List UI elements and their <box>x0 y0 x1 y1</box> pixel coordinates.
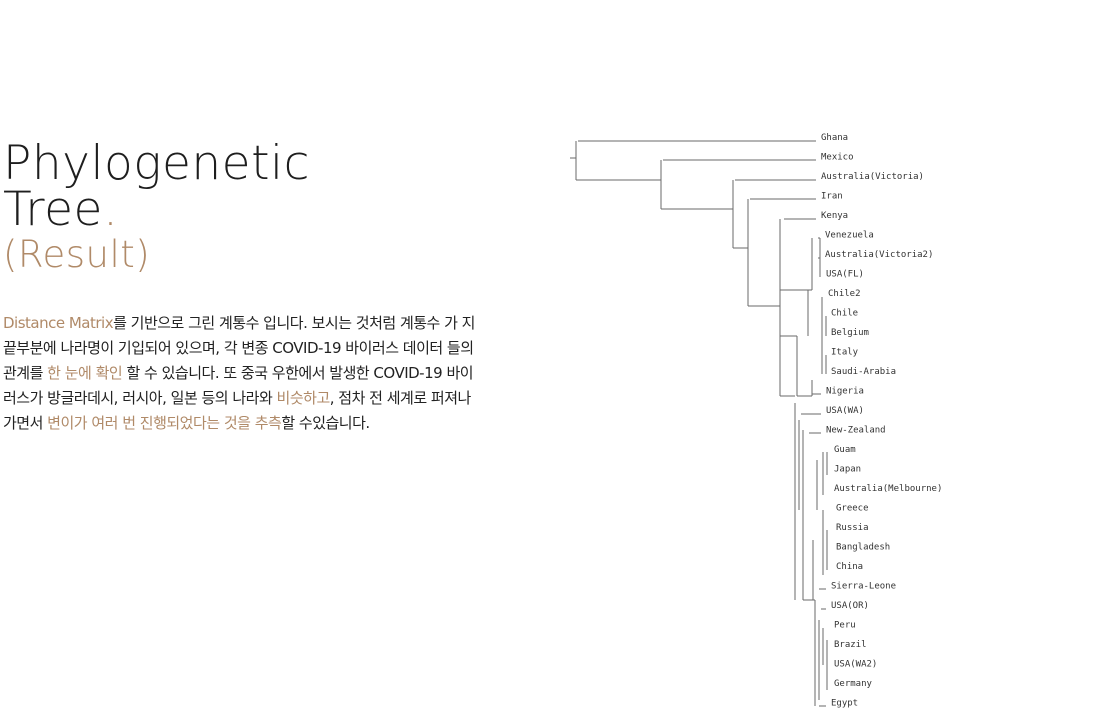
description-highlight: 변이가 여러 번 진행되었다는 것을 추측 <box>47 414 282 432</box>
leaf-label: Germany <box>834 679 873 689</box>
leaf-label: Ghana <box>821 133 848 143</box>
leaf-label: USA(WA2) <box>834 660 877 670</box>
title-line-1: Phylogenetic <box>3 136 310 191</box>
leaf-label: Italy <box>831 348 859 358</box>
title-line-2: Tree. <box>3 186 310 233</box>
title-word-tree: Tree <box>3 182 103 237</box>
leaf-label: Peru <box>834 621 856 631</box>
leaf-label: Nigeria <box>826 387 864 397</box>
leaf-label: Australia(Melbourne) <box>834 484 942 494</box>
leaf-label: Egypt <box>831 699 858 709</box>
leaf-label: New-Zealand <box>826 426 886 436</box>
leaf-label: Saudi-Arabia <box>831 367 896 377</box>
leaf-label: Australia(Victoria2) <box>825 250 933 260</box>
leaf-label: Kenya <box>821 211 848 221</box>
leaf-label: Bangladesh <box>836 543 890 553</box>
leaf-label: Guam <box>834 445 856 455</box>
leaf-label: Belgium <box>831 328 869 338</box>
description-text: 할 수있습니다. <box>281 414 370 432</box>
description-highlight: 비슷하고 <box>276 389 331 407</box>
description-paragraph: Distance Matrix를 기반으로 그린 계통수 입니다. 보시는 것처… <box>3 311 481 436</box>
leaf-label: China <box>836 562 863 572</box>
leaf-label: USA(FL) <box>826 270 864 280</box>
leaf-label: Iran <box>821 192 843 202</box>
leaf-label: Brazil <box>834 640 867 650</box>
leaf-label: USA(OR) <box>831 601 869 611</box>
title-subtitle: (Result) <box>3 233 151 276</box>
leaf-label: Chile2 <box>828 289 861 299</box>
leaf-label: Greece <box>836 504 869 514</box>
description-highlight: 한 눈에 확인 <box>47 364 123 382</box>
title-dot: . <box>102 182 119 237</box>
description-text: 를 기반으로 그린 계통수 입니다. 보시는 것처럼 계통수 가 지 끝부분에 … <box>3 314 475 382</box>
leaf-label: Chile <box>831 309 858 319</box>
leaf-label: Venezuela <box>825 231 874 241</box>
leaf-label: Russia <box>836 523 869 533</box>
description-text: , 점차 전 세계로 퍼져나 가면서 <box>3 389 471 432</box>
leaf-label: Mexico <box>821 153 854 163</box>
slide-title: Phylogenetic Tree. (Result) <box>3 136 310 277</box>
leaf-label: USA(WA) <box>826 406 864 416</box>
leaf-label: Sierra-Leone <box>831 582 896 592</box>
description-highlight: Distance Matrix <box>3 314 114 332</box>
leaf-label: Japan <box>834 465 861 475</box>
leaf-label: Australia(Victoria) <box>821 172 924 182</box>
description-text: 할 수 있습니다. 또 중국 우한에서 발생한 COVID-19 바이 러스가 … <box>3 364 474 407</box>
